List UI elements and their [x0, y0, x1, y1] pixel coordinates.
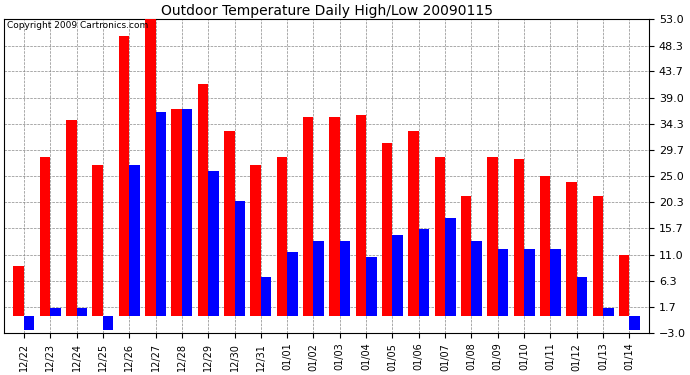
Bar: [182, 109, 193, 316]
Bar: [261, 277, 271, 316]
Bar: [339, 241, 351, 316]
Bar: [235, 201, 245, 316]
Bar: [382, 142, 393, 316]
Bar: [50, 308, 61, 316]
Bar: [551, 249, 561, 316]
Bar: [329, 117, 339, 316]
Bar: [66, 120, 77, 316]
Bar: [540, 176, 551, 316]
Bar: [524, 249, 535, 316]
Bar: [566, 182, 577, 316]
Bar: [129, 165, 140, 316]
Text: Copyright 2009 Cartronics.com: Copyright 2009 Cartronics.com: [8, 21, 148, 30]
Bar: [145, 20, 155, 316]
Bar: [24, 316, 34, 330]
Bar: [13, 266, 24, 316]
Bar: [171, 109, 182, 316]
Bar: [497, 249, 509, 316]
Bar: [197, 84, 208, 316]
Bar: [92, 165, 103, 316]
Bar: [287, 252, 297, 316]
Bar: [471, 241, 482, 316]
Bar: [393, 235, 403, 316]
Bar: [313, 241, 324, 316]
Bar: [366, 257, 377, 316]
Bar: [40, 156, 50, 316]
Bar: [77, 308, 87, 316]
Bar: [355, 114, 366, 316]
Bar: [103, 316, 113, 330]
Bar: [513, 159, 524, 316]
Bar: [208, 171, 219, 316]
Bar: [303, 117, 313, 316]
Bar: [603, 308, 613, 316]
Bar: [445, 218, 455, 316]
Bar: [277, 156, 287, 316]
Bar: [119, 36, 129, 316]
Bar: [419, 230, 429, 316]
Bar: [619, 255, 629, 316]
Bar: [577, 277, 587, 316]
Bar: [224, 131, 235, 316]
Bar: [629, 316, 640, 330]
Title: Outdoor Temperature Daily High/Low 20090115: Outdoor Temperature Daily High/Low 20090…: [161, 4, 493, 18]
Bar: [593, 196, 603, 316]
Bar: [408, 131, 419, 316]
Bar: [250, 165, 261, 316]
Bar: [487, 156, 497, 316]
Bar: [155, 112, 166, 316]
Bar: [461, 196, 471, 316]
Bar: [435, 156, 445, 316]
